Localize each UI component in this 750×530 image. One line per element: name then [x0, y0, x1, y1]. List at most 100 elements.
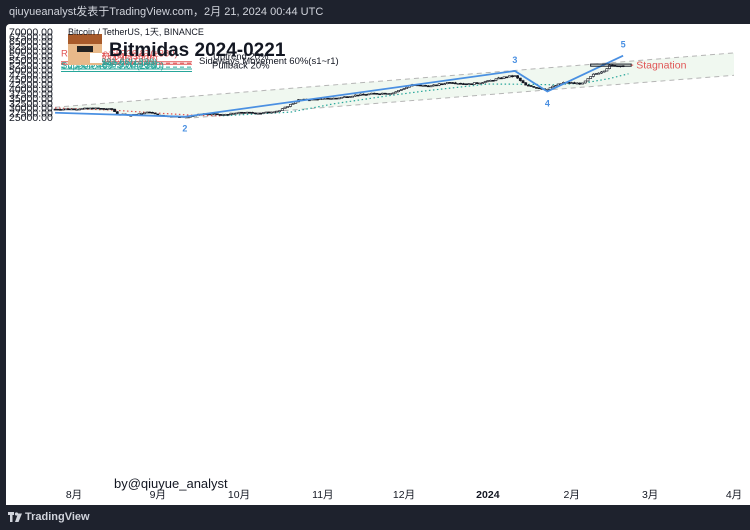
candle: [581, 82, 584, 85]
candle: [148, 111, 152, 114]
candle: [605, 68, 609, 72]
candle: [69, 108, 73, 111]
candle: [337, 97, 341, 100]
candle-body: [286, 106, 290, 108]
candle: [113, 108, 116, 112]
candle: [83, 107, 87, 110]
candle: [264, 111, 268, 114]
candle: [475, 82, 479, 84]
candle-body: [88, 107, 92, 110]
y-tick-label: 30000.00: [9, 103, 53, 115]
candle-body: [224, 114, 227, 116]
candle-body: [240, 111, 244, 114]
channel-upper-line: [55, 52, 735, 108]
candle-body: [283, 106, 287, 110]
candle: [329, 97, 333, 100]
candle-body: [64, 108, 68, 111]
candle: [153, 112, 157, 115]
candle-body: [99, 108, 103, 110]
candle-body: [397, 90, 400, 93]
candle-body: [140, 113, 144, 115]
candle: [248, 111, 252, 114]
candle: [513, 75, 517, 77]
candle: [462, 82, 465, 85]
candle-body: [605, 68, 609, 72]
candle-body: [440, 83, 444, 86]
candle-body: [481, 82, 484, 84]
candle-body: [421, 85, 425, 87]
candle: [362, 93, 365, 96]
candle-body: [378, 93, 382, 96]
candle: [597, 72, 601, 75]
candle-body: [275, 110, 279, 113]
candle: [78, 108, 81, 111]
candle-body: [380, 92, 384, 95]
candle: [105, 108, 108, 111]
candle: [351, 95, 355, 98]
level-label: Resistance:55736.87(±380): [61, 49, 178, 60]
candle-body: [443, 83, 446, 85]
candle-body: [464, 83, 468, 86]
candle: [243, 111, 246, 114]
candle: [61, 108, 65, 111]
candle: [602, 70, 606, 73]
candle-body: [591, 73, 595, 77]
y-tick-label: 70000.00: [9, 27, 53, 39]
candle: [229, 112, 233, 115]
y-tick-label: 42500.00: [9, 79, 53, 91]
candle-body: [462, 83, 465, 85]
candle-body: [405, 86, 409, 89]
candle-body: [424, 85, 428, 87]
chart-title: Bitmidas 2024-0221: [109, 40, 286, 61]
candle-body: [96, 107, 100, 110]
wave-label-3: 3: [512, 55, 517, 65]
candle: [272, 111, 276, 114]
candle: [261, 112, 265, 114]
candle-body: [83, 107, 87, 110]
candle-body: [513, 75, 517, 77]
published-caption-bar: qiuyueanalyst发表于TradingView.com，2月 21, 2…: [0, 0, 750, 24]
candle: [348, 96, 352, 98]
candle: [481, 82, 484, 84]
candle-body: [351, 95, 355, 98]
candle: [499, 77, 503, 80]
candle-body: [267, 111, 271, 114]
candle-body: [489, 79, 492, 82]
candle-body: [453, 82, 457, 85]
candle-body: [375, 93, 379, 95]
candle: [435, 84, 438, 87]
candle: [375, 93, 379, 95]
candle-body: [391, 92, 395, 95]
candle-body: [153, 112, 157, 115]
candle-body: [581, 82, 584, 85]
candle-body: [107, 108, 111, 110]
candle-body: [597, 72, 601, 75]
candle: [59, 108, 62, 111]
candle: [600, 71, 603, 74]
candle-body: [418, 84, 422, 87]
candle: [86, 107, 89, 110]
candle: [472, 82, 476, 85]
candle: [340, 96, 344, 99]
candle: [356, 94, 360, 97]
y-tick-label: 50000.00: [9, 65, 53, 77]
price-chart[interactable]: 70000.0067500.0065000.0062500.0060000.00…: [6, 24, 750, 505]
candle-body: [448, 82, 452, 84]
candle-body: [451, 82, 455, 84]
wave-label-2: 2: [182, 124, 187, 134]
level-label: S2:50290.39(±360): [76, 59, 157, 70]
candle: [445, 82, 449, 85]
candle: [386, 93, 390, 95]
candle-body: [78, 108, 81, 111]
x-tick-label: 10月: [228, 489, 250, 501]
candle: [510, 74, 514, 78]
candle-body: [505, 76, 509, 79]
y-tick-label: 60000.00: [9, 46, 53, 58]
candle: [426, 85, 430, 88]
candle-body: [491, 79, 495, 82]
candle-body: [56, 108, 60, 111]
chart-card: 70000.00 67500.00 65000.00 62500.00 60000.00…: [6, 24, 750, 505]
y-tick-label: 45000.00: [9, 74, 53, 86]
candle-body: [69, 108, 73, 111]
candle-body: [148, 111, 152, 114]
